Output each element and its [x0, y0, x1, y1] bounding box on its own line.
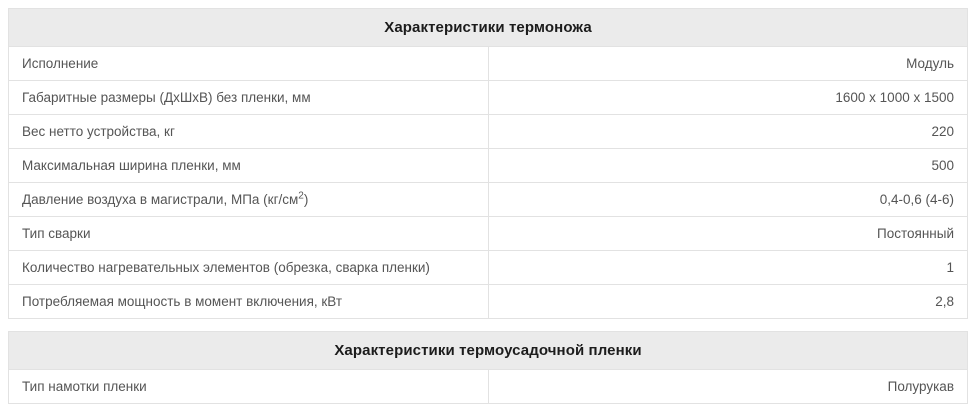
spec-label: Давление воздуха в магистрали, МПа (кг/с… — [8, 182, 489, 217]
table-title: Характеристики термоножа — [8, 8, 968, 47]
table-row: Исполнение Модуль — [8, 46, 968, 81]
spec-label: Максимальная ширина пленки, мм — [8, 148, 489, 183]
spec-table: Характеристики термоножа Исполнение Моду… — [8, 8, 968, 319]
spec-label: Количество нагревательных элементов (обр… — [8, 250, 489, 285]
spec-label: Тип намотки пленки — [8, 369, 489, 404]
spec-table: Характеристики термоусадочной пленки Тип… — [8, 331, 968, 404]
table-row: Тип намотки пленки Полурукав — [8, 369, 968, 404]
table-title: Характеристики термоусадочной пленки — [8, 331, 968, 370]
table-header-row: Характеристики термоножа — [8, 8, 968, 47]
table-row: Вес нетто устройства, кг 220 — [8, 114, 968, 149]
spec-value: 500 — [487, 148, 968, 183]
table-header-row: Характеристики термоусадочной пленки — [8, 331, 968, 370]
table-body: Тип намотки пленки Полурукав — [8, 369, 968, 404]
spec-value: 1 — [487, 250, 968, 285]
spec-tables-container: Характеристики термоножа Исполнение Моду… — [8, 8, 968, 404]
table-row: Количество нагревательных элементов (обр… — [8, 250, 968, 285]
spec-label: Вес нетто устройства, кг — [8, 114, 489, 149]
spec-label: Исполнение — [8, 46, 489, 81]
spec-label: Тип сварки — [8, 216, 489, 251]
table-row: Тип сварки Постоянный — [8, 216, 968, 251]
table-row: Давление воздуха в магистрали, МПа (кг/с… — [8, 182, 968, 217]
spec-value: 2,8 — [487, 284, 968, 319]
table-row: Максимальная ширина пленки, мм 500 — [8, 148, 968, 183]
spec-value: 220 — [487, 114, 968, 149]
spec-value: Полурукав — [487, 369, 968, 404]
spec-value: Постоянный — [487, 216, 968, 251]
table-row: Потребляемая мощность в момент включения… — [8, 284, 968, 319]
spec-value: 0,4-0,6 (4-6) — [487, 182, 968, 217]
spec-value: 1600 x 1000 x 1500 — [487, 80, 968, 115]
spec-value: Модуль — [487, 46, 968, 81]
table-body: Исполнение Модуль Габаритные размеры (Дх… — [8, 46, 968, 319]
spec-label: Габаритные размеры (ДхШхВ) без пленки, м… — [8, 80, 489, 115]
table-row: Габаритные размеры (ДхШхВ) без пленки, м… — [8, 80, 968, 115]
spec-label: Потребляемая мощность в момент включения… — [8, 284, 489, 319]
